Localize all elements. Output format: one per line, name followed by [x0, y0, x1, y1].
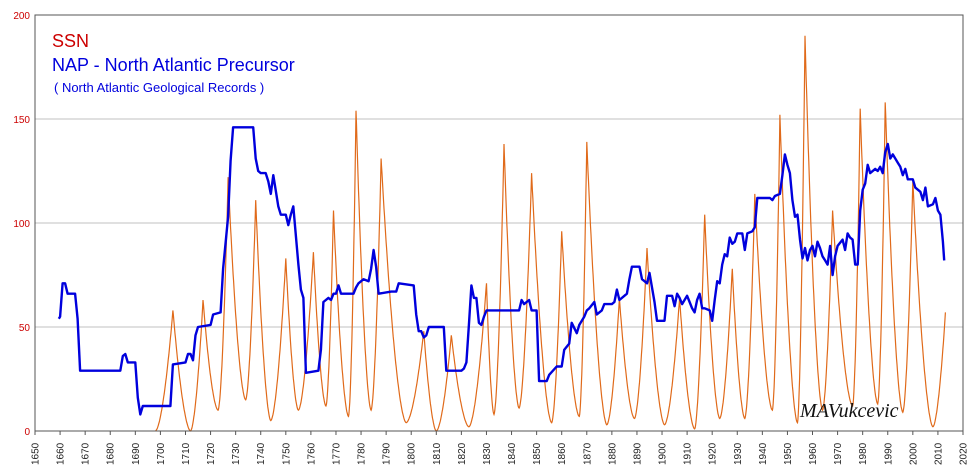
x-axis: 1650 1660 1670 1680 1690 1700 1710 1720 1730 1740…: [31, 431, 970, 465]
x-tick-label: 1780: [357, 442, 368, 465]
x-tick-label: 1870: [582, 442, 593, 465]
x-tick-label: 1990: [883, 442, 894, 465]
x-tick-label: 1770: [331, 442, 342, 465]
x-tick-label: 1760: [306, 442, 317, 465]
x-tick-label: 1670: [81, 442, 92, 465]
x-tick-label: 1910: [683, 442, 694, 465]
legend-nap-label: NAP - North Atlantic Precursor: [52, 55, 295, 75]
y-tick-label: 100: [13, 219, 30, 230]
legend-ssn-label: SSN: [52, 31, 89, 51]
y-tick-label: 0: [24, 427, 30, 438]
x-tick-label: 1930: [733, 442, 744, 465]
x-tick-label: 1840: [507, 442, 518, 465]
legend-nap-sublabel: ( North Atlantic Geological Records ): [54, 80, 264, 95]
x-tick-label: 1950: [783, 442, 794, 465]
plot-frame: [34, 14, 964, 432]
x-tick-label: 1980: [858, 442, 869, 465]
author-signature: MAVukcevic: [799, 400, 899, 422]
x-tick-label: 1740: [256, 442, 267, 465]
y-axis: 0 50 100 150 200: [13, 11, 30, 438]
nap-series-line: [57, 126, 946, 416]
x-tick-label: 2000: [908, 442, 919, 465]
x-tick-label: 2010: [933, 442, 944, 465]
x-tick-label: 1730: [231, 442, 242, 465]
x-tick-label: 1920: [708, 442, 719, 465]
y-tick-label: 50: [19, 323, 31, 334]
x-tick-label: 1800: [407, 442, 418, 465]
x-tick-label: 1880: [607, 442, 618, 465]
x-tick-label: 1940: [758, 442, 769, 465]
ssn-series-line: [155, 35, 946, 432]
x-tick-label: 1700: [156, 442, 167, 465]
x-tick-label: 1660: [56, 442, 67, 465]
x-tick-label: 1960: [808, 442, 819, 465]
x-tick-label: 1790: [382, 442, 393, 465]
x-tick-label: 1890: [632, 442, 643, 465]
x-tick-label: 1900: [658, 442, 669, 465]
x-tick-label: 1720: [206, 442, 217, 465]
x-tick-label: 2020: [959, 442, 970, 465]
x-tick-label: 1750: [281, 442, 292, 465]
x-tick-label: 1650: [31, 442, 42, 465]
x-tick-label: 1820: [457, 442, 468, 465]
y-tick-label: 150: [13, 115, 30, 126]
x-tick-label: 1810: [432, 442, 443, 465]
x-tick-label: 1680: [106, 442, 117, 465]
x-tick-label: 1710: [181, 442, 192, 465]
x-tick-label: 1830: [482, 442, 493, 465]
x-tick-label: 1850: [532, 442, 543, 465]
x-tick-label: 1690: [131, 442, 142, 465]
y-tick-label: 200: [13, 11, 30, 22]
x-tick-label: 1860: [557, 442, 568, 465]
x-tick-label: 1970: [833, 442, 844, 465]
